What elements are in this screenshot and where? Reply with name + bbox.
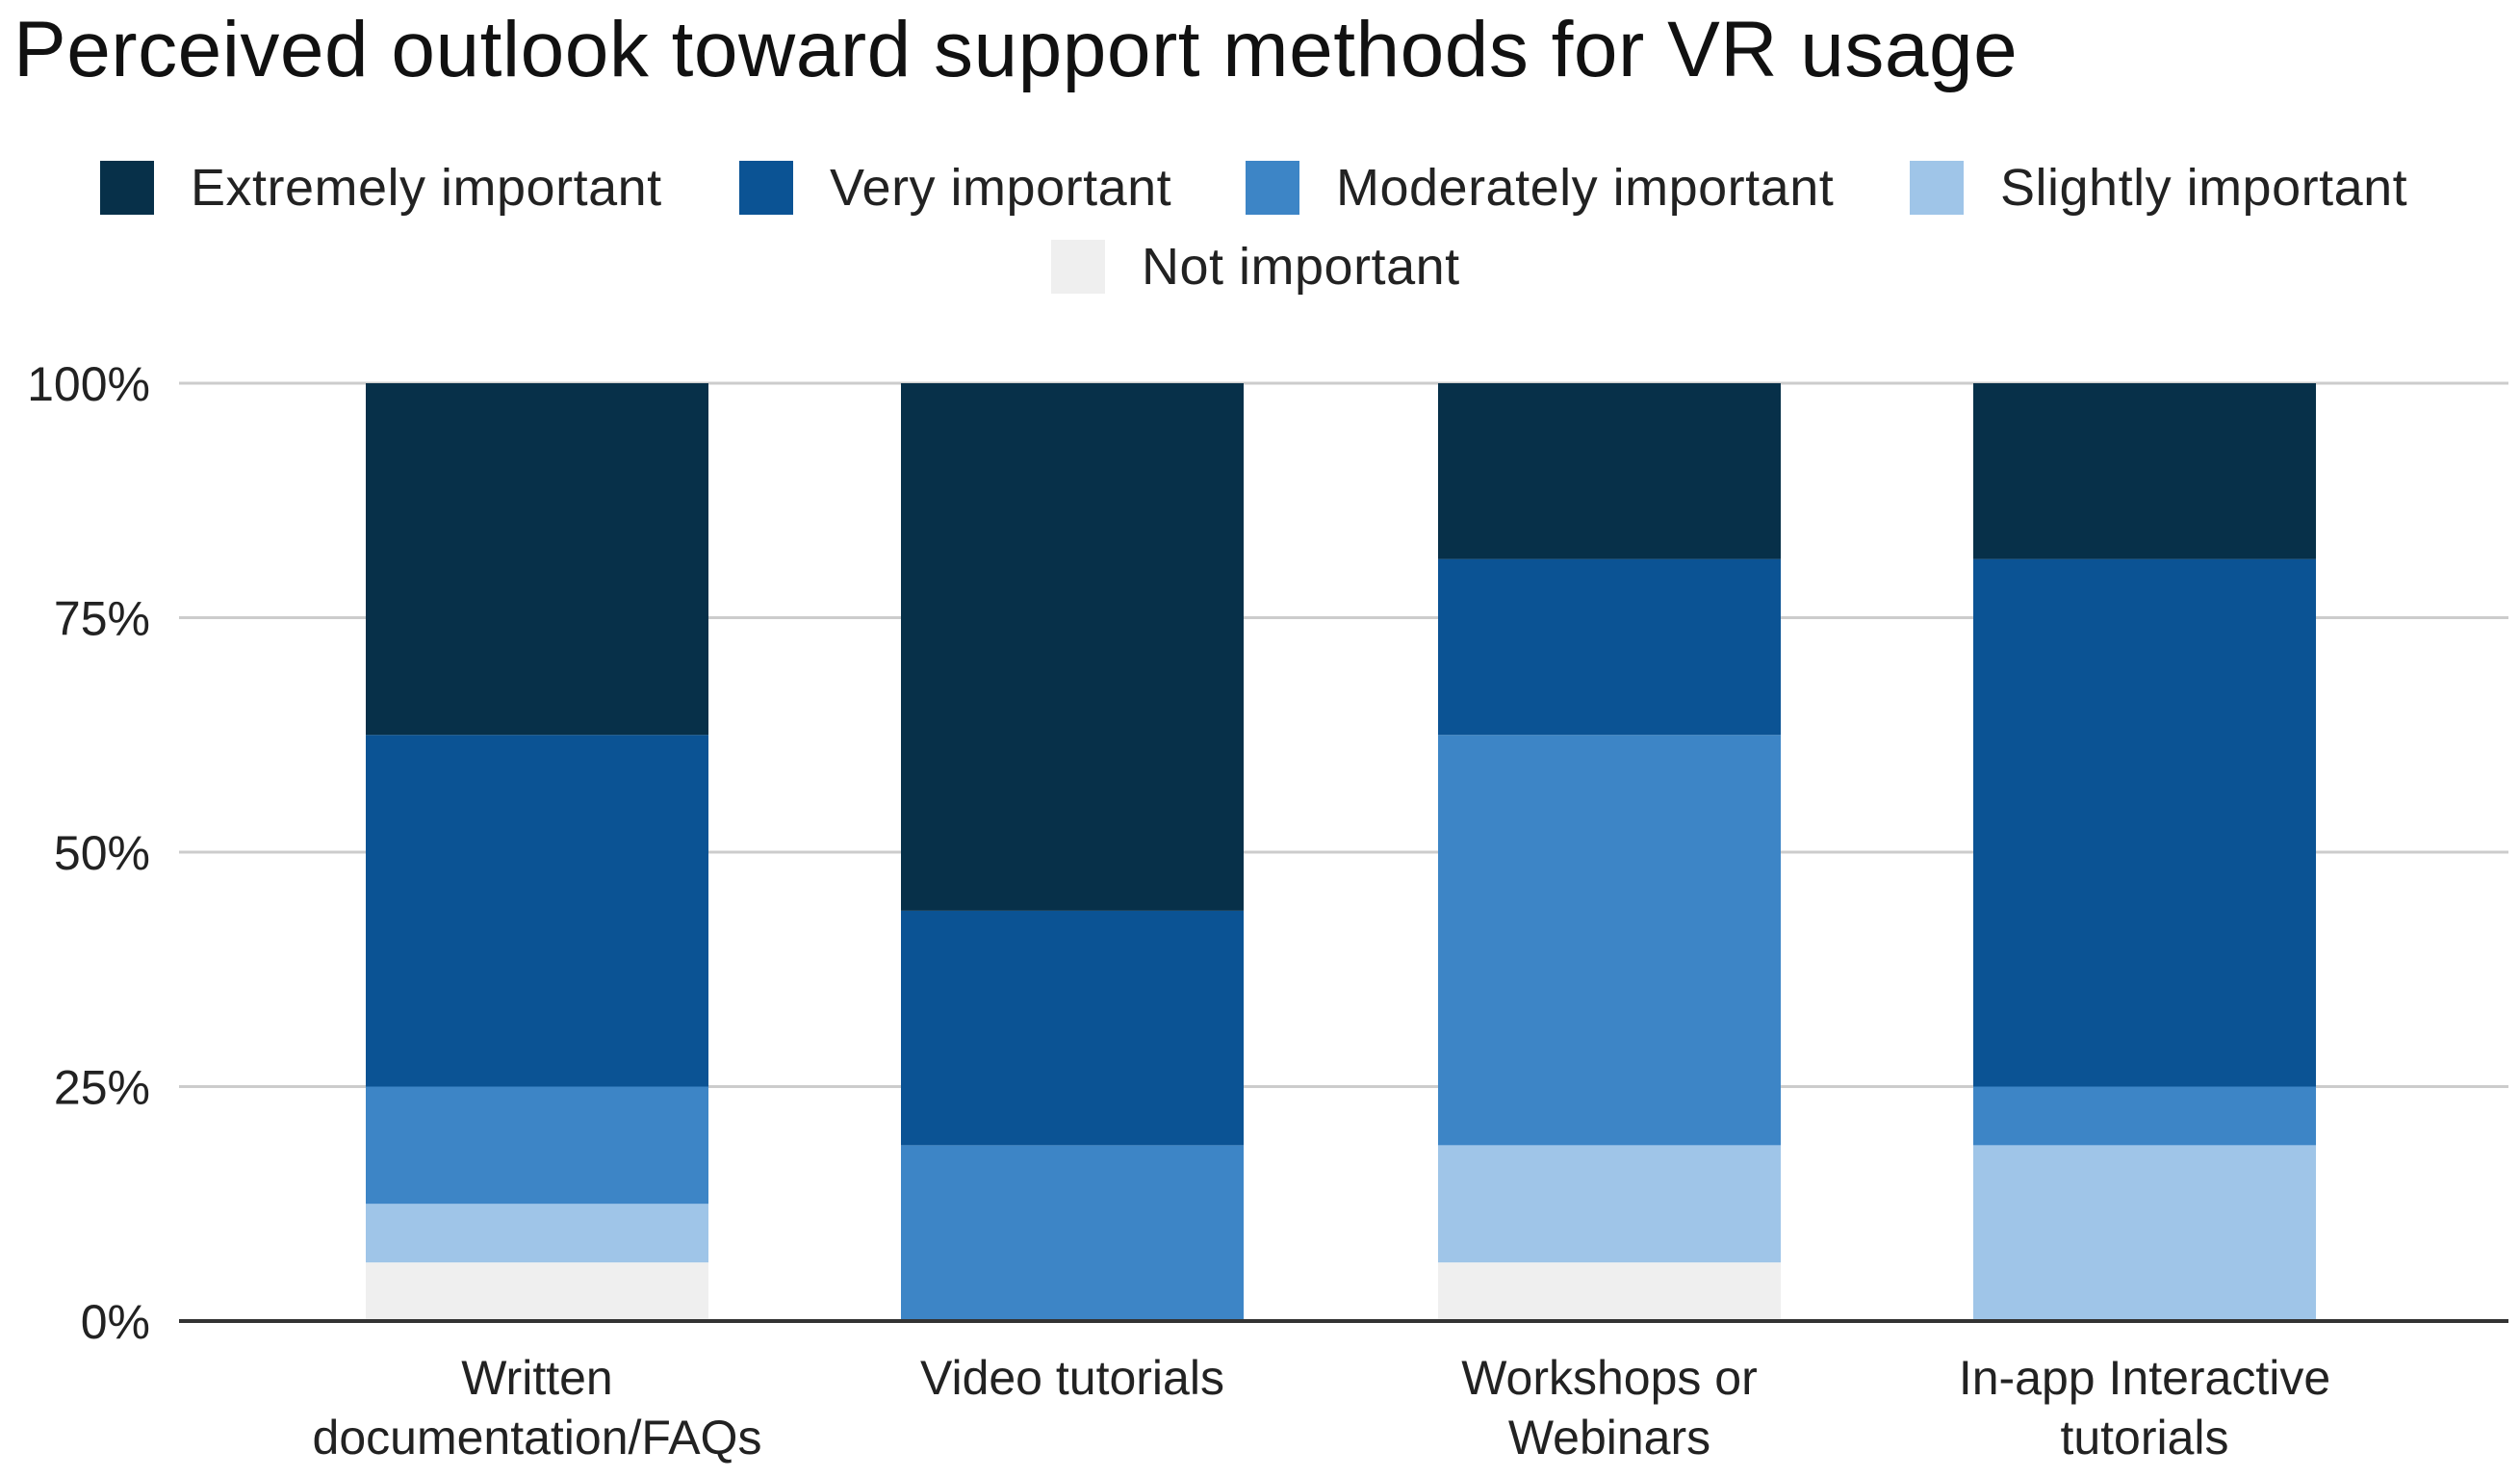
bar-segment-3-moderately-important: Moderately important: 43.75% — [1438, 735, 1781, 1146]
bar-segment-4-extremely-important: Extremely important: 18.75% — [1973, 383, 2316, 559]
bar-segment-1-very-important: Very important: 37.5% — [366, 735, 708, 1087]
legend-item-slightly-important[interactable]: Slightly important — [1910, 159, 2407, 217]
legend-swatch-moderately-important — [1246, 161, 1299, 215]
chart-title: Perceived outlook toward support methods… — [13, 6, 2019, 93]
bar-segment-4-moderately-important: Moderately important: 6.25% — [1973, 1086, 2316, 1146]
y-tick-label-25: 25% — [54, 1061, 150, 1115]
bar-segment-3-very-important: Very important: 18.75% — [1438, 558, 1781, 736]
bar-segment-3-not-important: Not important: 6.25% — [1438, 1262, 1781, 1321]
x-tick-label-1-line-1: Written — [461, 1351, 612, 1405]
legend-label-extremely-important: Extremely important — [191, 159, 662, 217]
bar-segment-1-slightly-important: Slightly important: 6.25% — [366, 1204, 708, 1263]
x-tick-label-3-line-1: Workshops or — [1461, 1351, 1758, 1405]
x-tick-label-2: Video tutorials — [920, 1351, 1224, 1405]
legend-label-slightly-important: Slightly important — [2000, 159, 2408, 217]
bar-segment-2-moderately-important: Moderately important: 18.75% — [901, 1145, 1244, 1321]
legend: Extremely important Very important Moder… — [0, 149, 2520, 313]
bar-segment-3-slightly-important: Slightly important: 12.5% — [1438, 1145, 1781, 1263]
bar-segment-2-extremely-important: Extremely important: 56.25% — [901, 383, 1244, 911]
bar-segment-2-very-important: Very important: 25% — [901, 910, 1244, 1146]
legend-item-extremely-important[interactable]: Extremely important — [100, 159, 662, 217]
bar-segment-1-moderately-important: Moderately important: 12.5% — [366, 1086, 708, 1205]
legend-label-moderately-important: Moderately important — [1336, 159, 1835, 217]
bar-segment-1-not-important: Not important: 6.25% — [366, 1262, 708, 1321]
y-tick-label-50: 50% — [54, 826, 150, 880]
legend-item-moderately-important[interactable]: Moderately important — [1246, 159, 1834, 217]
bar-segment-4-very-important: Very important: 56.25% — [1973, 558, 2316, 1087]
legend-label-very-important: Very important — [830, 159, 1172, 217]
legend-item-not-important[interactable]: Not important — [1051, 238, 1460, 296]
bar-segment-3-extremely-important: Extremely important: 18.75% — [1438, 383, 1781, 559]
y-tick-label-100: 100% — [27, 357, 150, 411]
x-tick-label-1-line-2: documentation/FAQs — [313, 1411, 762, 1465]
legend-item-very-important[interactable]: Very important — [739, 159, 1171, 217]
x-tick-label-4-line-2: tutorials — [2060, 1411, 2228, 1465]
x-tick-label-4-line-1: In-app Interactive — [1959, 1351, 2330, 1405]
legend-swatch-slightly-important — [1910, 161, 1964, 215]
y-tick-label-0: 0% — [81, 1295, 150, 1349]
x-tick-label-3-line-2: Webinars — [1508, 1411, 1710, 1465]
legend-label-not-important: Not important — [1142, 238, 1460, 296]
y-tick-label-75: 75% — [54, 592, 150, 646]
legend-swatch-not-important — [1051, 240, 1105, 294]
legend-swatch-extremely-important — [100, 161, 154, 215]
bar-segment-4-slightly-important: Slightly important: 18.75% — [1973, 1145, 2316, 1321]
bar-segment-1-extremely-important: Extremely important: 37.5% — [366, 383, 708, 736]
legend-swatch-very-important — [739, 161, 793, 215]
